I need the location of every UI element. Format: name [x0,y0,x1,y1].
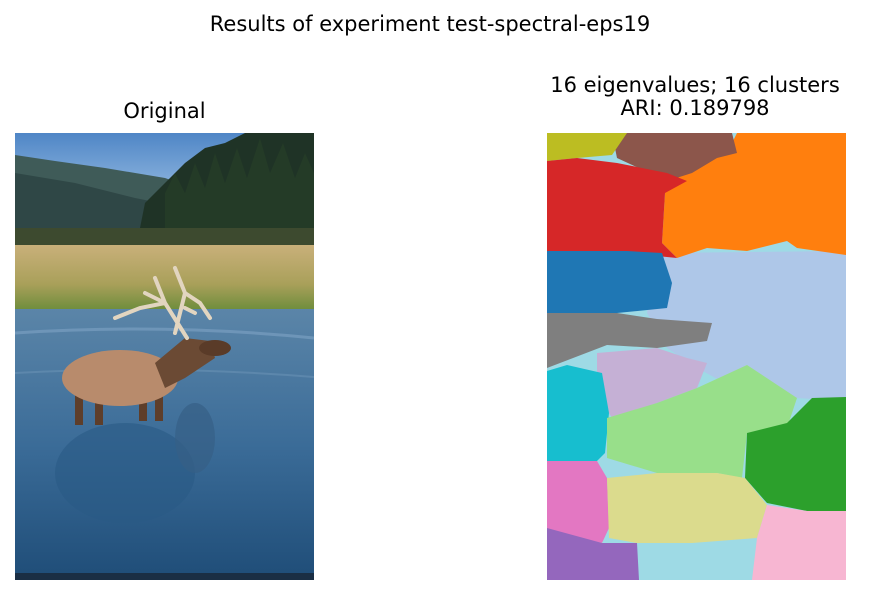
figure-suptitle: Results of experiment test-spectral-eps1… [209,12,651,36]
cluster-red [547,158,687,258]
segmentation-title-line1: 16 eigenvalues; 16 clusters [550,73,840,97]
segmentation-title-line2: ARI: 0.189798 [620,96,770,120]
cluster-orange [662,133,846,258]
segmentation-image [547,133,846,580]
original-image [15,133,314,580]
cluster-purple [547,528,639,580]
cluster-lavender [597,348,707,418]
cluster-cyan [547,365,609,461]
cluster-gray [547,313,712,368]
segmentation-panel-title: 16 eigenvalues; 16 clusters ARI: 0.18979… [500,74,883,120]
original-panel-title: Original [123,99,206,123]
cluster-pink [547,461,609,543]
cluster-green [745,397,846,528]
cluster-khaki [607,473,767,543]
cluster-olive [547,133,627,161]
cluster-blue [547,251,672,313]
cluster-lightgreen [607,365,797,478]
cluster-lightpink [752,505,846,580]
